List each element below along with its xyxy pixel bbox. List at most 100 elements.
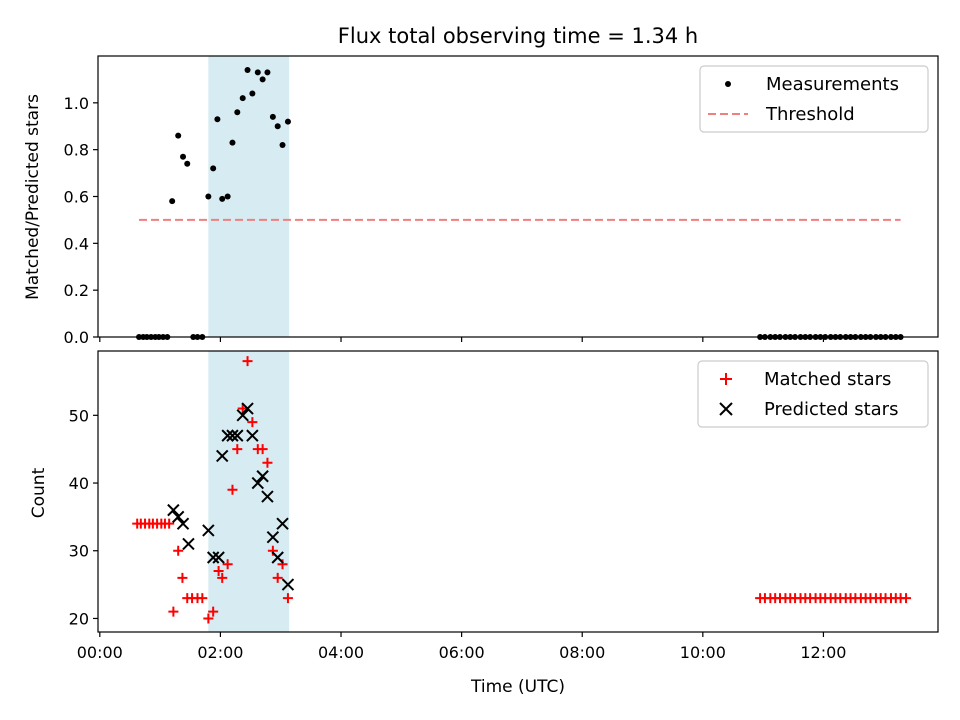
measurement-point bbox=[229, 139, 236, 146]
predicted-star-point bbox=[171, 510, 185, 524]
matched-star-point bbox=[242, 356, 253, 367]
predicted-star-point bbox=[236, 409, 249, 422]
measurement-point bbox=[224, 193, 231, 200]
measurement-point bbox=[269, 113, 276, 120]
predicted-star-point bbox=[241, 402, 254, 415]
axes-frame bbox=[97, 350, 939, 633]
y-tick-label: 30 bbox=[69, 542, 89, 561]
matched-star-point bbox=[164, 518, 175, 529]
predicted-star-point bbox=[206, 551, 220, 564]
predicted-star-point bbox=[182, 537, 195, 551]
y-tick-label: 0.6 bbox=[64, 188, 89, 207]
matched-star-point bbox=[217, 572, 228, 583]
predicted-star-point bbox=[226, 429, 239, 442]
x-tick-label: 02:00 bbox=[197, 643, 243, 662]
x-tick-label: 04:00 bbox=[318, 643, 364, 662]
legend-predicted-swatch bbox=[719, 402, 733, 416]
measurement-point bbox=[219, 195, 226, 202]
matched-star-point bbox=[282, 593, 293, 604]
top-y-axis-label: Matched/Predicted stars bbox=[23, 94, 43, 300]
top-panel: 0.0 0.2 0.4 0.6 0.8 1.0 bbox=[64, 55, 939, 347]
matched-star-point bbox=[213, 566, 224, 577]
predicted-star-point bbox=[271, 551, 284, 564]
measurement-point bbox=[284, 118, 291, 125]
x-axis-label: Time (UTC) bbox=[470, 677, 565, 697]
measurement-point bbox=[214, 116, 221, 123]
predicted-star-point bbox=[167, 503, 180, 517]
matched-star-point bbox=[222, 559, 233, 570]
y-tick-label: 0.4 bbox=[64, 234, 89, 253]
measurement-point bbox=[259, 76, 266, 83]
matched-star-point bbox=[232, 444, 243, 455]
top-legend: Measurements Threshold bbox=[699, 65, 929, 133]
measurement-point bbox=[180, 153, 187, 160]
bottom-panel: 20 30 40 50 00:00 02:00 04:00 06:00 08:00 10:00 12… bbox=[69, 350, 939, 662]
measurement-point bbox=[239, 95, 246, 102]
matched-star-point bbox=[227, 484, 238, 495]
predicted-star-point bbox=[266, 530, 280, 544]
measurement-point bbox=[234, 109, 241, 116]
y-tick-label: 0.0 bbox=[64, 328, 89, 347]
predicted-star-point bbox=[281, 578, 295, 591]
legend-label: Predicted stars bbox=[764, 399, 898, 420]
matched-star-point bbox=[177, 572, 188, 583]
measurement-point bbox=[169, 198, 176, 205]
y-tick-label: 50 bbox=[69, 406, 89, 425]
measurement-point bbox=[184, 160, 191, 167]
legend-matched-swatch bbox=[720, 373, 732, 385]
predicted-star-point bbox=[231, 429, 244, 442]
matched-star-point bbox=[197, 593, 208, 604]
axes-frame bbox=[97, 55, 939, 338]
matched-star-point bbox=[247, 417, 258, 428]
measurement-point bbox=[244, 67, 251, 74]
predicted-star-point bbox=[246, 429, 259, 442]
legend-box bbox=[699, 65, 929, 133]
x-tick-label: 12:00 bbox=[800, 643, 846, 662]
measurement-point bbox=[249, 90, 256, 97]
measurement-point bbox=[279, 141, 286, 148]
y-tick-label: 20 bbox=[69, 609, 89, 628]
y-tick-label: 1.0 bbox=[64, 94, 89, 113]
bottom-legend: Matched stars Predicted stars bbox=[697, 360, 929, 428]
predicted-star-point bbox=[251, 476, 265, 490]
y-tick-label: 0.8 bbox=[64, 141, 89, 160]
y-tick-label: 0.2 bbox=[64, 281, 89, 300]
matched-star-point bbox=[272, 572, 283, 583]
legend-label: Matched stars bbox=[764, 369, 891, 390]
measurement-point bbox=[210, 165, 217, 172]
predicted-star-point bbox=[256, 470, 269, 483]
predicted-star-point bbox=[261, 490, 274, 503]
x-tick-label: 00:00 bbox=[77, 643, 123, 662]
y-tick-label: 40 bbox=[69, 474, 89, 493]
measurement-point bbox=[254, 69, 261, 76]
predicted-star-point bbox=[176, 517, 190, 530]
matched-star-point bbox=[901, 593, 912, 604]
matched-star-point bbox=[262, 457, 273, 468]
matched-star-point bbox=[168, 606, 179, 617]
legend-measurement-swatch bbox=[725, 81, 731, 87]
chart-title: Flux total observing time = 1.34 h bbox=[338, 24, 698, 48]
legend-label: Measurements bbox=[766, 74, 899, 95]
measurement-point bbox=[175, 132, 182, 139]
predicted-star-point bbox=[212, 551, 225, 564]
bottom-y-axis-label: Count bbox=[29, 467, 49, 518]
legend-box bbox=[697, 360, 929, 428]
observing-span bbox=[208, 351, 290, 632]
measurement-point bbox=[274, 123, 281, 130]
x-tick-label: 10:00 bbox=[680, 643, 726, 662]
predicted-star-point bbox=[216, 449, 229, 463]
predicted-star-point bbox=[221, 429, 234, 442]
matched-star-point bbox=[203, 613, 214, 624]
matched-star-point bbox=[208, 606, 219, 617]
matched-star-point bbox=[173, 545, 184, 556]
matched-star-point bbox=[257, 444, 268, 455]
predicted-star-point bbox=[202, 524, 215, 537]
x-tick-label: 06:00 bbox=[439, 643, 485, 662]
measurement-point bbox=[205, 193, 212, 200]
predicted-star-point bbox=[276, 517, 289, 530]
measurement-point bbox=[264, 69, 271, 76]
x-tick-label: 08:00 bbox=[559, 643, 605, 662]
legend-label: Threshold bbox=[765, 104, 855, 125]
matched-star-point bbox=[237, 403, 248, 414]
